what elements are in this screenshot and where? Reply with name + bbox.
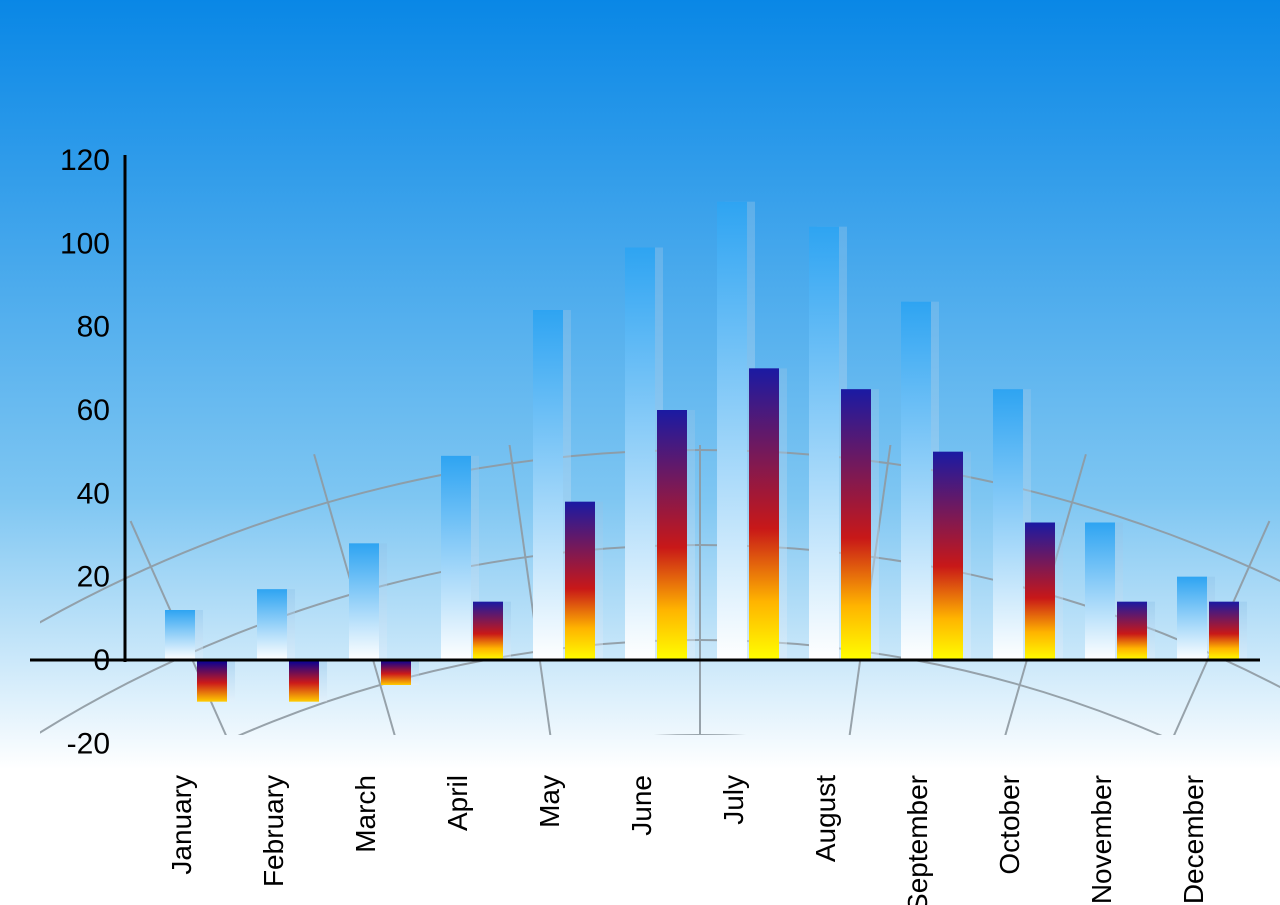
x-axis-month-label: August xyxy=(810,775,841,862)
x-axis-month-label: June xyxy=(626,775,657,836)
y-tick-label: 40 xyxy=(77,477,110,510)
bar-series-a xyxy=(257,589,287,660)
bar-series-a xyxy=(717,202,747,660)
x-axis-month-label: April xyxy=(442,775,473,831)
x-axis-month-label: February xyxy=(258,775,289,887)
bar-series-b xyxy=(1117,602,1147,660)
bar-series-a xyxy=(349,543,379,660)
bar-series-b xyxy=(1209,602,1239,660)
bar-series-a xyxy=(1085,523,1115,661)
y-tick-label: 20 xyxy=(77,561,110,594)
x-axis-month-label: May xyxy=(534,775,565,828)
x-axis-month-label: November xyxy=(1086,775,1117,904)
x-axis-month-label: October xyxy=(994,775,1025,875)
bar-series-a xyxy=(809,227,839,660)
x-axis-month-label: March xyxy=(350,775,381,853)
bar-series-b xyxy=(197,660,227,702)
bar-series-a xyxy=(993,389,1023,660)
y-tick-label: 80 xyxy=(77,311,110,344)
bar-series-b xyxy=(473,602,503,660)
bar-series-a xyxy=(901,302,931,660)
x-axis-month-label: July xyxy=(718,775,749,825)
bar-series-b xyxy=(841,389,871,660)
x-axis-month-label: September xyxy=(902,775,933,905)
bar-series-b xyxy=(933,452,963,660)
x-axis-month-label: January xyxy=(166,775,197,875)
bar-series-a xyxy=(1177,577,1207,660)
chart-container: -20 0 20 40 60 80 100 120 January February March A… xyxy=(0,0,1280,905)
bar-series-b xyxy=(657,410,687,660)
bar-series-a xyxy=(165,610,195,660)
y-tick-label: 60 xyxy=(77,394,110,427)
bar-series-b xyxy=(749,368,779,660)
bar-series-a xyxy=(533,310,563,660)
y-tick-label: 120 xyxy=(60,144,110,177)
x-axis-month-label: December xyxy=(1178,775,1209,904)
bar-series-b xyxy=(289,660,319,702)
bar-series-a xyxy=(625,248,655,661)
y-tick-label: 100 xyxy=(60,227,110,260)
y-tick-label: -20 xyxy=(67,727,110,760)
bar-series-a xyxy=(441,456,471,660)
bar-series-b xyxy=(565,502,595,660)
bar-series-b xyxy=(381,660,411,685)
y-tick-label: 0 xyxy=(93,644,110,677)
bar-series-b xyxy=(1025,523,1055,661)
bar-chart-svg: -20 0 20 40 60 80 100 120 January February March A… xyxy=(0,0,1280,905)
